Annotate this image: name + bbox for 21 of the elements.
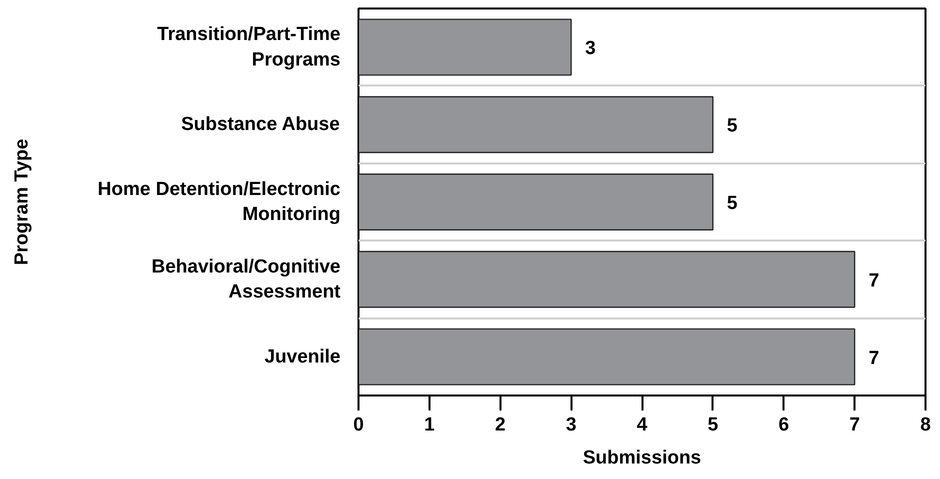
x-tick-label: 7: [849, 414, 860, 436]
y-tick-label: Behavioral/Cognitive Assessment: [152, 256, 342, 302]
data-label: 7: [868, 270, 880, 292]
y-tick-label: Substance Abuse: [181, 114, 340, 136]
x-tick-label: 1: [424, 414, 436, 436]
x-tick-label: 4: [636, 414, 648, 436]
y-tick-label: Transition/Part-Time Programs: [157, 24, 340, 70]
x-tick-label: 0: [353, 414, 364, 436]
y-axis-title: Program Type: [12, 138, 33, 266]
x-tick-label: 8: [920, 414, 931, 436]
y-tick-label: Home Detention/Electronic Monitoring: [98, 178, 341, 226]
x-tick-label: 5: [708, 414, 719, 436]
data-label: 3: [585, 38, 596, 60]
y-tick-label: Juvenile: [264, 346, 341, 368]
x-axis-title: Submissions: [582, 448, 702, 468]
data-label: 7: [868, 348, 880, 369]
x-tick-label: 3: [566, 414, 576, 436]
x-tick-label: 6: [778, 414, 790, 436]
x-tick-label: 2: [494, 414, 506, 436]
data-label: 5: [726, 193, 738, 214]
data-label: 5: [726, 116, 738, 137]
